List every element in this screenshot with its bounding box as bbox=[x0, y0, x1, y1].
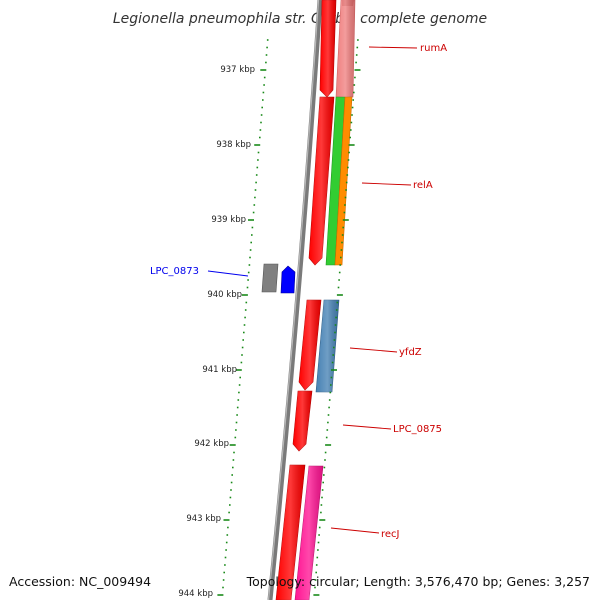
leader-LPC_0873 bbox=[207, 270, 249, 277]
features-layer bbox=[261, 0, 356, 601]
backbone-highlight bbox=[267, 0, 320, 601]
scale-ticks-right bbox=[313, 39, 361, 596]
gene-label-recJ[interactable]: recJ bbox=[381, 529, 400, 540]
kbp-label-942: 942 kbp bbox=[194, 439, 229, 449]
genome-summary-text: Topology: circular; Length: 3,576,470 bp… bbox=[246, 574, 590, 589]
map-title: Legionella pneumophila str. Corby, compl… bbox=[113, 11, 487, 27]
leader-LPC_0875 bbox=[342, 424, 392, 430]
kbp-label-940: 940 kbp bbox=[207, 290, 242, 300]
kbp-label-944: 944 kbp bbox=[178, 589, 213, 599]
leader-yfdZ bbox=[349, 347, 398, 353]
kbp-label-939: 939 kbp bbox=[211, 215, 246, 225]
gene-label-yfdZ[interactable]: yfdZ bbox=[399, 347, 422, 358]
gene-label-LPC_0875[interactable]: LPC_0875 bbox=[393, 424, 442, 435]
scale-ticks-left bbox=[217, 39, 269, 596]
label-leaders bbox=[207, 46, 418, 534]
kbp-label-937: 937 kbp bbox=[220, 65, 255, 75]
gene-label-LPC_0873[interactable]: LPC_0873 bbox=[150, 266, 199, 277]
genome-backbone bbox=[267, 0, 323, 601]
scale-labels: 937 kbp 938 kbp 939 kbp 940 kbp 941 kbp … bbox=[178, 65, 255, 599]
leader-rumA bbox=[368, 46, 418, 49]
feature-shading bbox=[276, 0, 355, 600]
gene-label-rumA[interactable]: rumA bbox=[420, 43, 447, 54]
kbp-label-941: 941 kbp bbox=[202, 365, 237, 375]
gene-label-relA[interactable]: relA bbox=[413, 180, 433, 191]
leader-relA bbox=[361, 182, 412, 186]
kbp-label-938: 938 kbp bbox=[216, 140, 251, 150]
kbp-label-943: 943 kbp bbox=[186, 514, 221, 524]
cds-feature-grey-reverse[interactable] bbox=[261, 263, 279, 293]
accession-text: Accession: NC_009494 bbox=[9, 574, 151, 589]
leader-recJ bbox=[330, 527, 380, 534]
cds-feature-LPC_0873[interactable] bbox=[280, 265, 296, 294]
gene-labels: rumA relA LPC_0873 yfdZ LPC_0875 recJ bbox=[150, 43, 447, 540]
backbone-line bbox=[267, 0, 323, 601]
